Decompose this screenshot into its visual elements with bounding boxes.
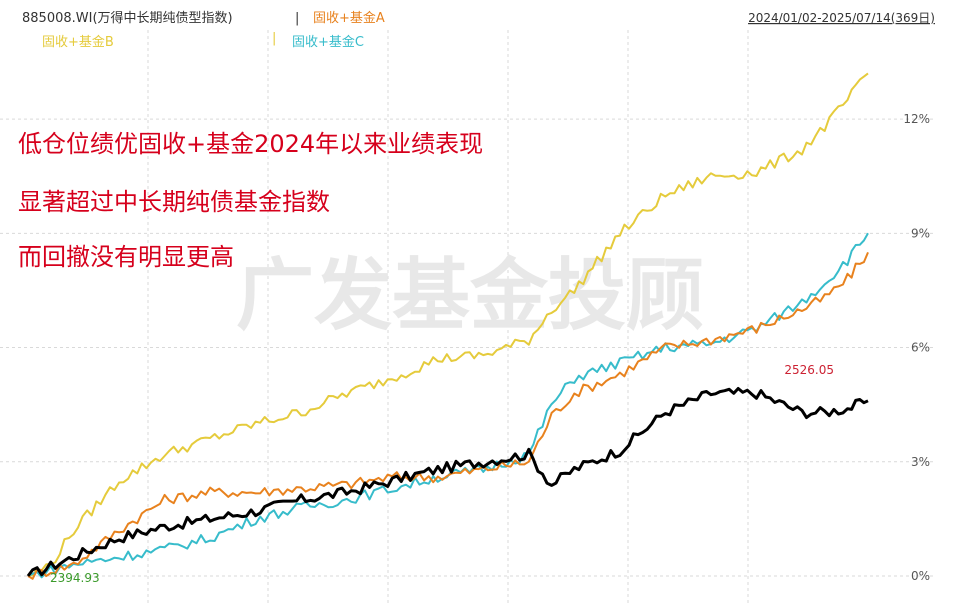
legend-fund-c: 固收+基金C — [292, 34, 364, 50]
y-axis-ticks: 0% 3% 6% 9% 12% — [903, 112, 930, 583]
legend-separator-2: | — [272, 31, 276, 46]
y-tick-label: 9% — [911, 226, 930, 240]
y-tick-label: 0% — [911, 569, 930, 583]
y-tick-label: 3% — [911, 455, 930, 469]
index-end-value-label: 2526.05 — [784, 363, 834, 377]
annotation-line-1: 低仓位绩优固收+基金2024年以来业绩表现 — [18, 130, 483, 158]
index-start-value-label: 2394.93 — [50, 571, 100, 585]
annotation-line-3: 而回撤没有明显更高 — [18, 243, 234, 271]
y-tick-label: 6% — [911, 341, 930, 355]
series-line-index — [26, 387, 869, 577]
legend-fund-b: 固收+基金B — [42, 34, 114, 50]
legend-fund-a: 固收+基金A — [313, 10, 385, 26]
index-legend-label: 885008.WI(万得中长期纯债型指数) — [22, 10, 233, 26]
series-line-fund-b — [27, 72, 869, 577]
annotation-line-2: 显著超过中长期纯债基金指数 — [18, 188, 330, 216]
series-lines — [26, 72, 869, 580]
gridlines — [0, 30, 936, 603]
date-range: 2024/01/02-2025/07/14(369日) — [748, 11, 935, 25]
series-line-fund-a — [27, 252, 869, 580]
legend-separator: | — [295, 11, 299, 26]
y-tick-label: 12% — [903, 112, 930, 126]
watermark-text: 广发基金投顾 — [236, 251, 704, 341]
